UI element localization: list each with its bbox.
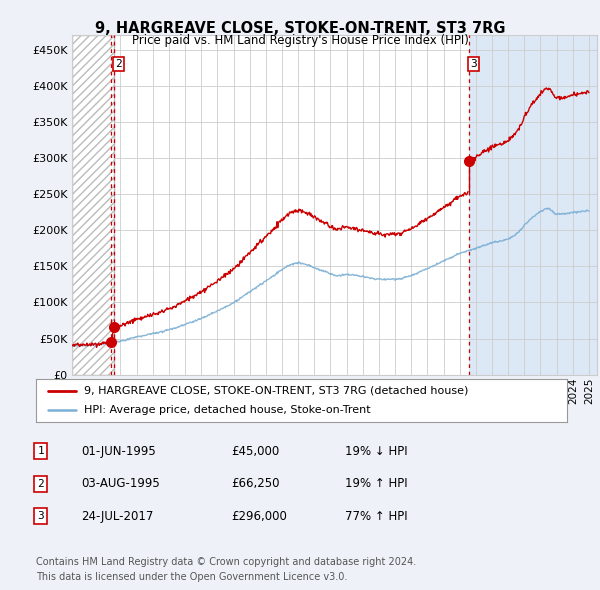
- Text: This data is licensed under the Open Government Licence v3.0.: This data is licensed under the Open Gov…: [36, 572, 347, 582]
- Text: 3: 3: [37, 512, 44, 521]
- Text: HPI: Average price, detached house, Stoke-on-Trent: HPI: Average price, detached house, Stok…: [84, 405, 370, 415]
- Text: 77% ↑ HPI: 77% ↑ HPI: [345, 510, 407, 523]
- Text: 24-JUL-2017: 24-JUL-2017: [81, 510, 154, 523]
- Text: 01-JUN-1995: 01-JUN-1995: [81, 445, 156, 458]
- Text: 2: 2: [37, 479, 44, 489]
- Text: 3: 3: [470, 59, 477, 69]
- Bar: [469, 35, 597, 375]
- Text: £296,000: £296,000: [231, 510, 287, 523]
- Text: 2: 2: [115, 59, 122, 69]
- Text: 9, HARGREAVE CLOSE, STOKE-ON-TRENT, ST3 7RG (detached house): 9, HARGREAVE CLOSE, STOKE-ON-TRENT, ST3 …: [84, 386, 468, 396]
- Text: 19% ↓ HPI: 19% ↓ HPI: [345, 445, 407, 458]
- Text: £66,250: £66,250: [231, 477, 280, 490]
- Text: 03-AUG-1995: 03-AUG-1995: [81, 477, 160, 490]
- Text: 9, HARGREAVE CLOSE, STOKE-ON-TRENT, ST3 7RG: 9, HARGREAVE CLOSE, STOKE-ON-TRENT, ST3 …: [95, 21, 505, 35]
- Text: Price paid vs. HM Land Registry's House Price Index (HPI): Price paid vs. HM Land Registry's House …: [131, 34, 469, 47]
- Text: 1: 1: [37, 447, 44, 456]
- Text: £45,000: £45,000: [231, 445, 279, 458]
- Text: Contains HM Land Registry data © Crown copyright and database right 2024.: Contains HM Land Registry data © Crown c…: [36, 557, 416, 566]
- Bar: [72, 35, 114, 375]
- Text: 19% ↑ HPI: 19% ↑ HPI: [345, 477, 407, 490]
